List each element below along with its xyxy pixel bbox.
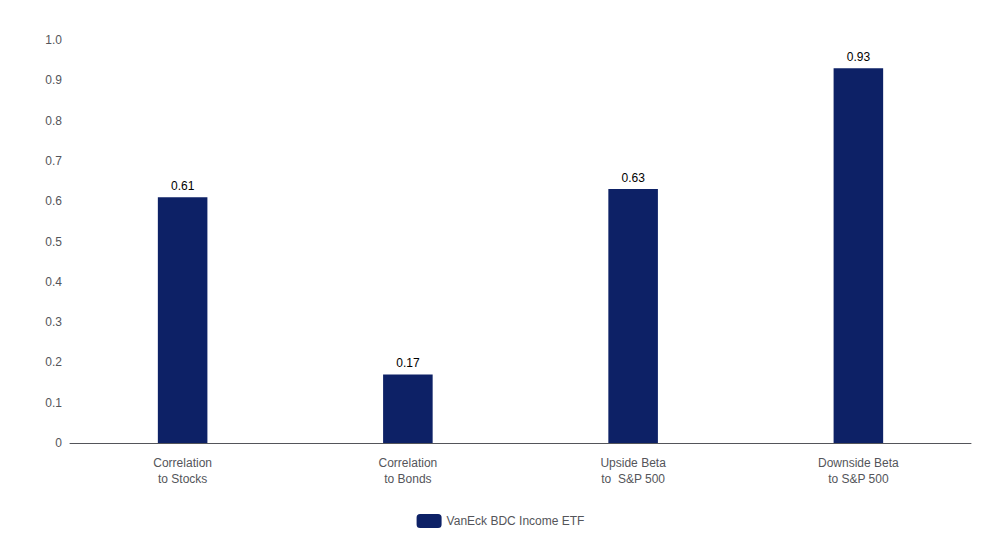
svg-text:to S&P 500: to S&P 500	[828, 472, 889, 486]
svg-text:0.17: 0.17	[396, 356, 420, 370]
svg-text:0.7: 0.7	[45, 154, 62, 168]
svg-text:0.9: 0.9	[45, 73, 62, 87]
svg-text:1.0: 1.0	[45, 33, 62, 47]
svg-text:Upside Beta: Upside Beta	[600, 456, 666, 470]
svg-text:Correlation: Correlation	[153, 456, 212, 470]
svg-text:0.3: 0.3	[45, 315, 62, 329]
svg-text:0: 0	[55, 436, 62, 450]
svg-text:Downside Beta: Downside Beta	[818, 456, 899, 470]
svg-text:0.1: 0.1	[45, 396, 62, 410]
svg-text:0.5: 0.5	[45, 235, 62, 249]
svg-text:VanEck BDC Income ETF: VanEck BDC Income ETF	[447, 514, 585, 528]
svg-text:to S&P 500: to S&P 500	[601, 472, 665, 486]
svg-text:0.93: 0.93	[847, 50, 871, 64]
svg-text:0.4: 0.4	[45, 275, 62, 289]
svg-text:0.6: 0.6	[45, 194, 62, 208]
svg-text:0.8: 0.8	[45, 114, 62, 128]
svg-text:Correlation: Correlation	[379, 456, 438, 470]
svg-text:0.61: 0.61	[171, 179, 195, 193]
svg-text:to Stocks: to Stocks	[158, 472, 207, 486]
svg-text:0.2: 0.2	[45, 355, 62, 369]
svg-text:0.63: 0.63	[621, 171, 645, 185]
svg-text:to Bonds: to Bonds	[384, 472, 431, 486]
